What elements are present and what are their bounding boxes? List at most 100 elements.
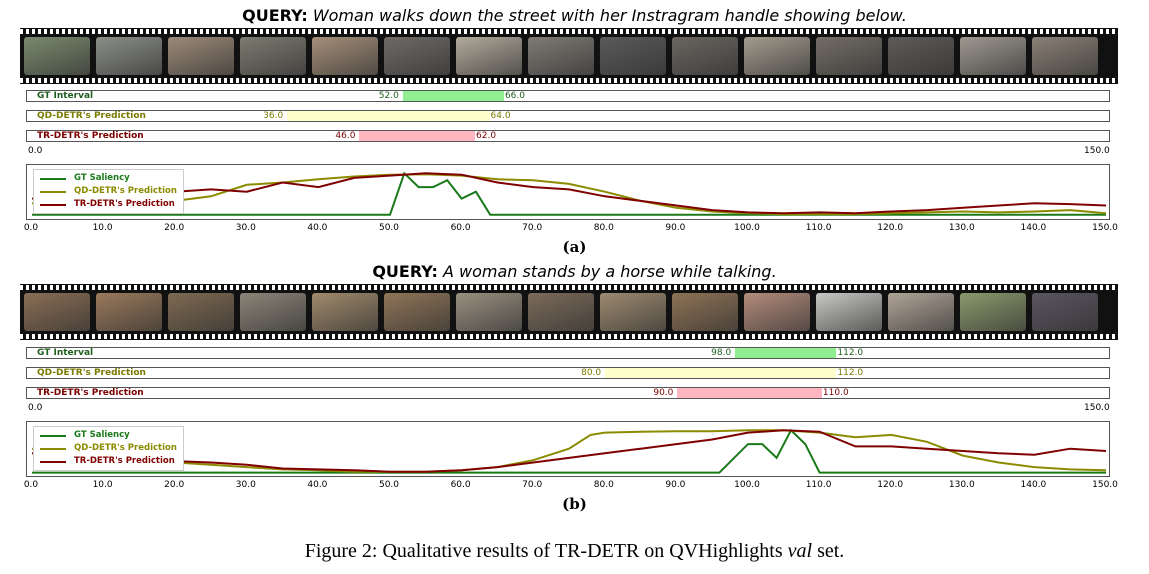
x-tick-label: 10.0 [92,480,113,490]
row-label: TR-DETR's Prediction [37,388,144,398]
x-tick-label: 20.0 [164,223,185,233]
x-tick-label: 140.0 [1020,480,1047,490]
axis-min-label: 0.0 [28,403,43,413]
film-holes-bottom [20,78,1118,83]
caption-prefix: Figure 2: Qualitative results of TR-DETR… [304,540,788,562]
gt-interval-bar-b: GT Interval 98.0 112.0 [26,347,1110,359]
legend: GT Saliency QD-DETR's Prediction TR-DETR's… [33,169,184,214]
video-frame [312,293,378,331]
series-line [31,429,1107,473]
row-label: GT Interval [37,91,94,101]
x-tick-label: 60.0 [450,223,471,233]
frames-b [24,293,1098,331]
caption-suffix: set. [812,540,845,562]
video-frame [384,293,450,331]
x-tick-label: 40.0 [307,480,328,490]
film-holes-bottom [20,334,1118,339]
legend-swatch [40,460,66,463]
row-label: TR-DETR's Prediction [37,131,144,141]
interval-fill [287,111,490,121]
video-frame [528,37,594,75]
query-title-a: QUERY: Woman walks down the street with … [0,6,1149,25]
video-frame [456,293,522,331]
legend-entry: QD-DETR's Prediction [40,442,177,455]
legend-label: QD-DETR's Prediction [74,443,177,453]
legend-swatch [40,177,66,180]
axis-min-label: 0.0 [28,146,43,156]
series-line [31,173,1107,216]
x-tick-label: 120.0 [877,480,904,490]
x-tick-label: 140.0 [1020,223,1047,233]
x-ticks-a: 0.0 10.0 20.0 30.0 40.0 50.0 60.0 70.0 80.0 90.0 1… [23,223,1118,235]
legend-entry: TR-DETR's Prediction [40,198,177,211]
qd-detr-bar-a: QD-DETR's Prediction 36.0 64.0 [26,110,1110,122]
video-frame [816,37,882,75]
video-frame [168,293,234,331]
subfigure-label-a: (a) [562,238,587,256]
x-tick-label: 50.0 [378,480,400,490]
x-tick-label: 130.0 [948,480,975,490]
x-tick-label: 100.0 [734,480,760,490]
video-frame [240,293,306,331]
filmstrip-b [20,284,1118,340]
frames-a [24,37,1098,75]
interval-end: 110.0 [822,388,849,398]
x-tick-label: 110.0 [805,480,832,490]
video-frame [528,293,594,331]
gt-interval-bar-a: GT Interval 52.0 66.0 [26,90,1110,102]
saliency-plot [31,428,1107,474]
video-frame [672,37,738,75]
interval-end: 62.0 [476,131,497,141]
interval-start: 46.0 [335,131,356,141]
film-holes-top [20,29,1118,34]
qd-detr-bar-b: QD-DETR's Prediction 80.0 112.0 [26,367,1110,379]
x-tick-label: 150.0 [1092,480,1118,490]
row-label: GT Interval [37,348,94,358]
interval-end: 112.0 [837,368,864,378]
saliency-plot [31,171,1107,216]
video-frame [600,37,666,75]
series-line [31,429,1107,473]
legend-swatch [40,447,66,450]
series-line [31,172,1107,215]
x-tick-label: 100.0 [734,223,760,233]
video-frame [960,37,1026,75]
legend-swatch [40,434,66,437]
x-tick-label: 70.0 [522,223,543,233]
video-frame [384,37,450,75]
query-title-b: QUERY: A woman stands by a horse while t… [0,262,1149,281]
video-frame [96,293,162,331]
video-frame [312,37,378,75]
x-tick-label: 0.0 [23,223,39,233]
legend-label: TR-DETR's Prediction [74,199,175,209]
x-tick-label: 10.0 [92,223,113,233]
video-frame [744,37,810,75]
interval-start: 90.0 [653,388,674,398]
x-tick-label: 130.0 [948,223,975,233]
video-frame [600,293,666,331]
query-text: Woman walks down the street with her Ins… [312,6,907,25]
interval-start: 98.0 [711,348,732,358]
legend-entry: QD-DETR's Prediction [40,185,177,198]
legend: GT Saliency QD-DETR's Prediction TR-DETR's… [33,426,184,471]
legend-swatch [40,190,66,193]
legend-swatch [40,203,66,206]
interval-fill [677,388,822,398]
interval-end: 66.0 [504,91,525,101]
interval-end: 112.0 [837,348,864,358]
row-label: QD-DETR's Prediction [37,368,146,378]
video-frame [888,37,954,75]
legend-label: GT Saliency [74,430,130,440]
video-frame [24,293,90,331]
interval-fill [735,348,837,358]
interval-fill [605,368,837,378]
video-frame [888,293,954,331]
query-prefix: QUERY: [372,262,438,281]
video-frame [672,293,738,331]
figure-caption: Figure 2: Qualitative results of TR-DETR… [0,540,1149,563]
tr-detr-bar-b: TR-DETR's Prediction 90.0 110.0 [26,387,1110,399]
video-frame [960,293,1026,331]
x-tick-label: 40.0 [307,223,328,233]
x-ticks-b: 0.0 10.0 20.0 30.0 40.0 50.0 60.0 70.0 80.0 90.0 1… [24,480,1118,492]
subfigure-label-b: (b) [562,495,587,513]
